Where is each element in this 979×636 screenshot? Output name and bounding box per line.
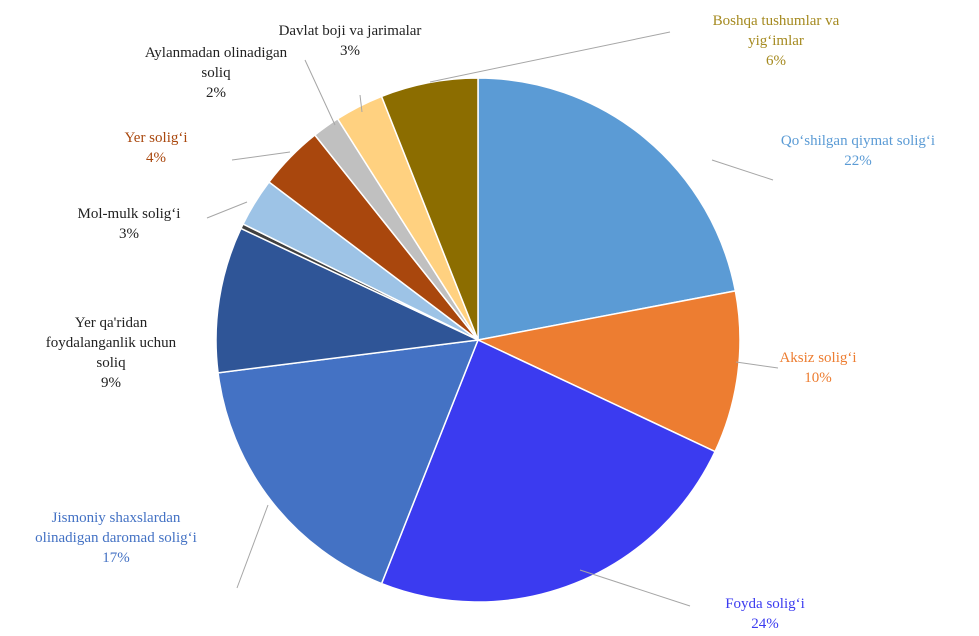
data-label-percent: 4% [146, 150, 166, 166]
data-label-text: foydalanganlik uchun [46, 335, 177, 351]
pie-slice-10 [380, 77, 479, 341]
data-label-text: Aksiz solig‘i [779, 350, 856, 366]
pie-slice-3 [217, 339, 480, 585]
leader-line-6 [206, 201, 248, 219]
data-label-text: Aylanmadan olinadigan [145, 45, 288, 61]
data-label-text: soliq [201, 65, 231, 81]
data-label-percent: 9% [101, 375, 121, 391]
pie-slice-1 [475, 290, 741, 453]
data-label-percent: 3% [119, 226, 139, 242]
data-label-1: Aksiz solig‘i 10% [779, 350, 856, 386]
leader-line-10 [429, 31, 671, 83]
data-label-percent: 6% [766, 53, 786, 69]
data-label-text: Boshqa tushumlar va [713, 13, 840, 29]
data-label-text: yig‘imlar [748, 33, 804, 49]
data-label-2: Foyda solig‘i 24% [725, 596, 805, 632]
data-label-percent: 17% [102, 550, 130, 566]
data-label-percent: 24% [751, 616, 779, 632]
pie-labels: Qo‘shilgan qiymat solig‘i 22% Aksiz solig‘… [35, 13, 935, 632]
leader-line-7 [231, 151, 291, 161]
data-label-text: soliq [96, 355, 126, 371]
data-label-3: Jismoniy shaxslardan olinadigan daromad s… [35, 510, 197, 566]
data-label-percent: 3% [340, 43, 360, 59]
data-label-percent: 10% [804, 370, 832, 386]
data-label-text: Mol-mulk solig‘i [78, 206, 181, 222]
data-label-percent: 22% [844, 153, 872, 169]
data-label-9: Davlat boji va jarimalar 3% [279, 23, 422, 59]
data-label-text: Yer qa'ridan [75, 315, 148, 331]
data-label-8: Aylanmadan olinadigan soliq 2% [145, 45, 288, 101]
data-label-6: Mol-mulk solig‘i 3% [78, 206, 181, 242]
data-label-text: Davlat boji va jarimalar [279, 23, 422, 39]
data-label-text: Jismoniy shaxslardan [52, 510, 181, 526]
data-label-4: Yer qa'ridan foydalanganlik uchun soliq 9% [46, 315, 177, 391]
pie-slice-0 [477, 77, 737, 341]
pie-slices [215, 77, 741, 603]
data-label-0: Qo‘shilgan qiymat solig‘i 22% [781, 133, 935, 169]
leader-line-3 [236, 504, 269, 589]
data-label-7: Yer solig‘i 4% [124, 130, 187, 166]
data-label-percent: 2% [206, 85, 226, 101]
data-label-text: Foyda solig‘i [725, 596, 805, 612]
leader-line-1 [735, 361, 779, 369]
pie-slice-2 [380, 338, 717, 603]
data-label-10: Boshqa tushumlar va yig‘imlar 6% [713, 13, 840, 69]
leader-line-8 [304, 59, 336, 126]
data-label-text: Yer solig‘i [124, 130, 187, 146]
data-label-text: Qo‘shilgan qiymat solig‘i [781, 133, 935, 149]
data-label-text: olinadigan daromad solig‘i [35, 530, 197, 546]
leader-line-9 [359, 94, 363, 113]
pie-slice-4 [215, 227, 481, 374]
leader-line-0 [711, 159, 774, 181]
leader-line-2 [579, 569, 691, 607]
